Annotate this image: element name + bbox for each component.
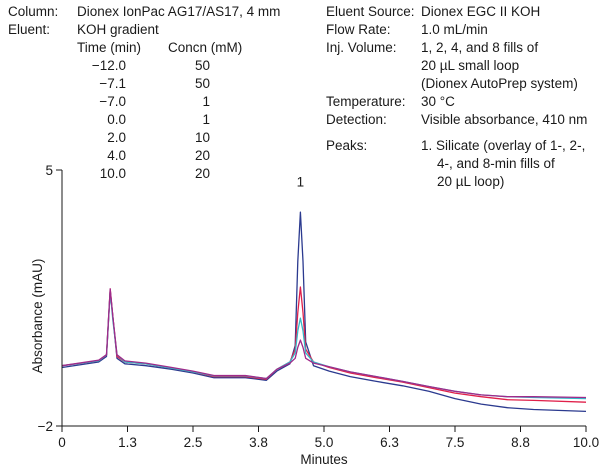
gradient-concn-cell: 10	[194, 130, 210, 145]
column-label: Column:	[8, 4, 59, 19]
series-line-4	[61, 288, 587, 399]
gradient-time-cell: −7.0	[99, 94, 126, 109]
gradient-concn-cell: 50	[194, 58, 210, 73]
y-tick-layer: −2 5	[38, 163, 62, 434]
temperature-value: 30 °C	[421, 94, 455, 109]
gradient-concn-header: Concn (mM)	[168, 40, 243, 55]
eluent-source-value: Dionex EGC II KOH	[421, 4, 541, 19]
eluent-source-label: Eluent Source:	[326, 4, 415, 19]
gradient-time-cell: 2.0	[107, 130, 126, 145]
gradient-concn-cell: 50	[194, 76, 210, 91]
gradient-time-cell: −12.0	[91, 58, 126, 73]
series-line-1	[61, 211, 587, 413]
series-line-3	[61, 290, 587, 400]
peaks-line: 20 µL loop)	[437, 174, 505, 189]
inj-volume-label: Inj. Volume:	[326, 40, 397, 55]
peak-number-label: 1	[297, 174, 305, 189]
gradient-time-cell: 10.0	[99, 166, 126, 181]
gradient-time-cell: 4.0	[107, 148, 126, 163]
detection-value: Visible absorbance, 410 nm	[421, 112, 588, 127]
gradient-concn-cell: 1	[202, 112, 210, 127]
x-tick-label: 10.0	[573, 435, 599, 450]
flow-rate-label: Flow Rate:	[326, 22, 391, 37]
x-tick-label: 1.3	[118, 435, 137, 450]
eluent-value: KOH gradient	[77, 22, 159, 37]
peaks-label: Peaks:	[326, 138, 368, 153]
series-line-2	[61, 286, 587, 403]
x-tick-label: 5.0	[315, 435, 334, 450]
y-tick-label: −2	[38, 419, 53, 434]
x-tick-label: 8.8	[511, 435, 530, 450]
column-value: Dionex IonPac AG17/AS17, 4 mm	[77, 4, 281, 19]
series-layer	[61, 211, 587, 413]
peaks-line: 4-, and 8-min fills of	[437, 156, 555, 171]
gradient-time-cell: −7.1	[99, 76, 126, 91]
gradient-concn-cell: 20	[194, 148, 210, 163]
peaks-line: 1. Silicate (overlay of 1-, 2-,	[421, 138, 586, 153]
gradient-concn-cell: 1	[202, 94, 210, 109]
x-tick-label: 7.5	[446, 435, 465, 450]
gradient-time-header: Time (min)	[77, 40, 141, 55]
inj-volume-line: 20 µL small loop	[421, 58, 520, 73]
x-tick-label: 2.5	[184, 435, 203, 450]
x-tick-label: 3.8	[249, 435, 268, 450]
flow-rate-value: 1.0 mL/min	[421, 22, 488, 37]
detection-label: Detection:	[326, 112, 387, 127]
x-tick-label: 0	[58, 435, 66, 450]
eluent-label: Eluent:	[8, 22, 51, 37]
temperature-label: Temperature:	[326, 94, 406, 109]
inj-volume-line: 1, 2, 4, and 8 fills of	[421, 40, 539, 55]
inj-volume-line: (Dionex AutoPrep system)	[421, 76, 578, 91]
x-axis-label: Minutes	[300, 452, 348, 467]
x-tick-layer: 0 1.3 2.5 3.8 5.0 6.3 7.5 8.8 10.0	[58, 426, 599, 450]
y-tick-label: 5	[45, 163, 53, 178]
y-axis-label: Absorbance (mAU)	[30, 259, 45, 374]
x-tick-label: 6.3	[380, 435, 399, 450]
gradient-concn-cell: 20	[194, 166, 210, 181]
gradient-time-cell: 0.0	[107, 112, 126, 127]
